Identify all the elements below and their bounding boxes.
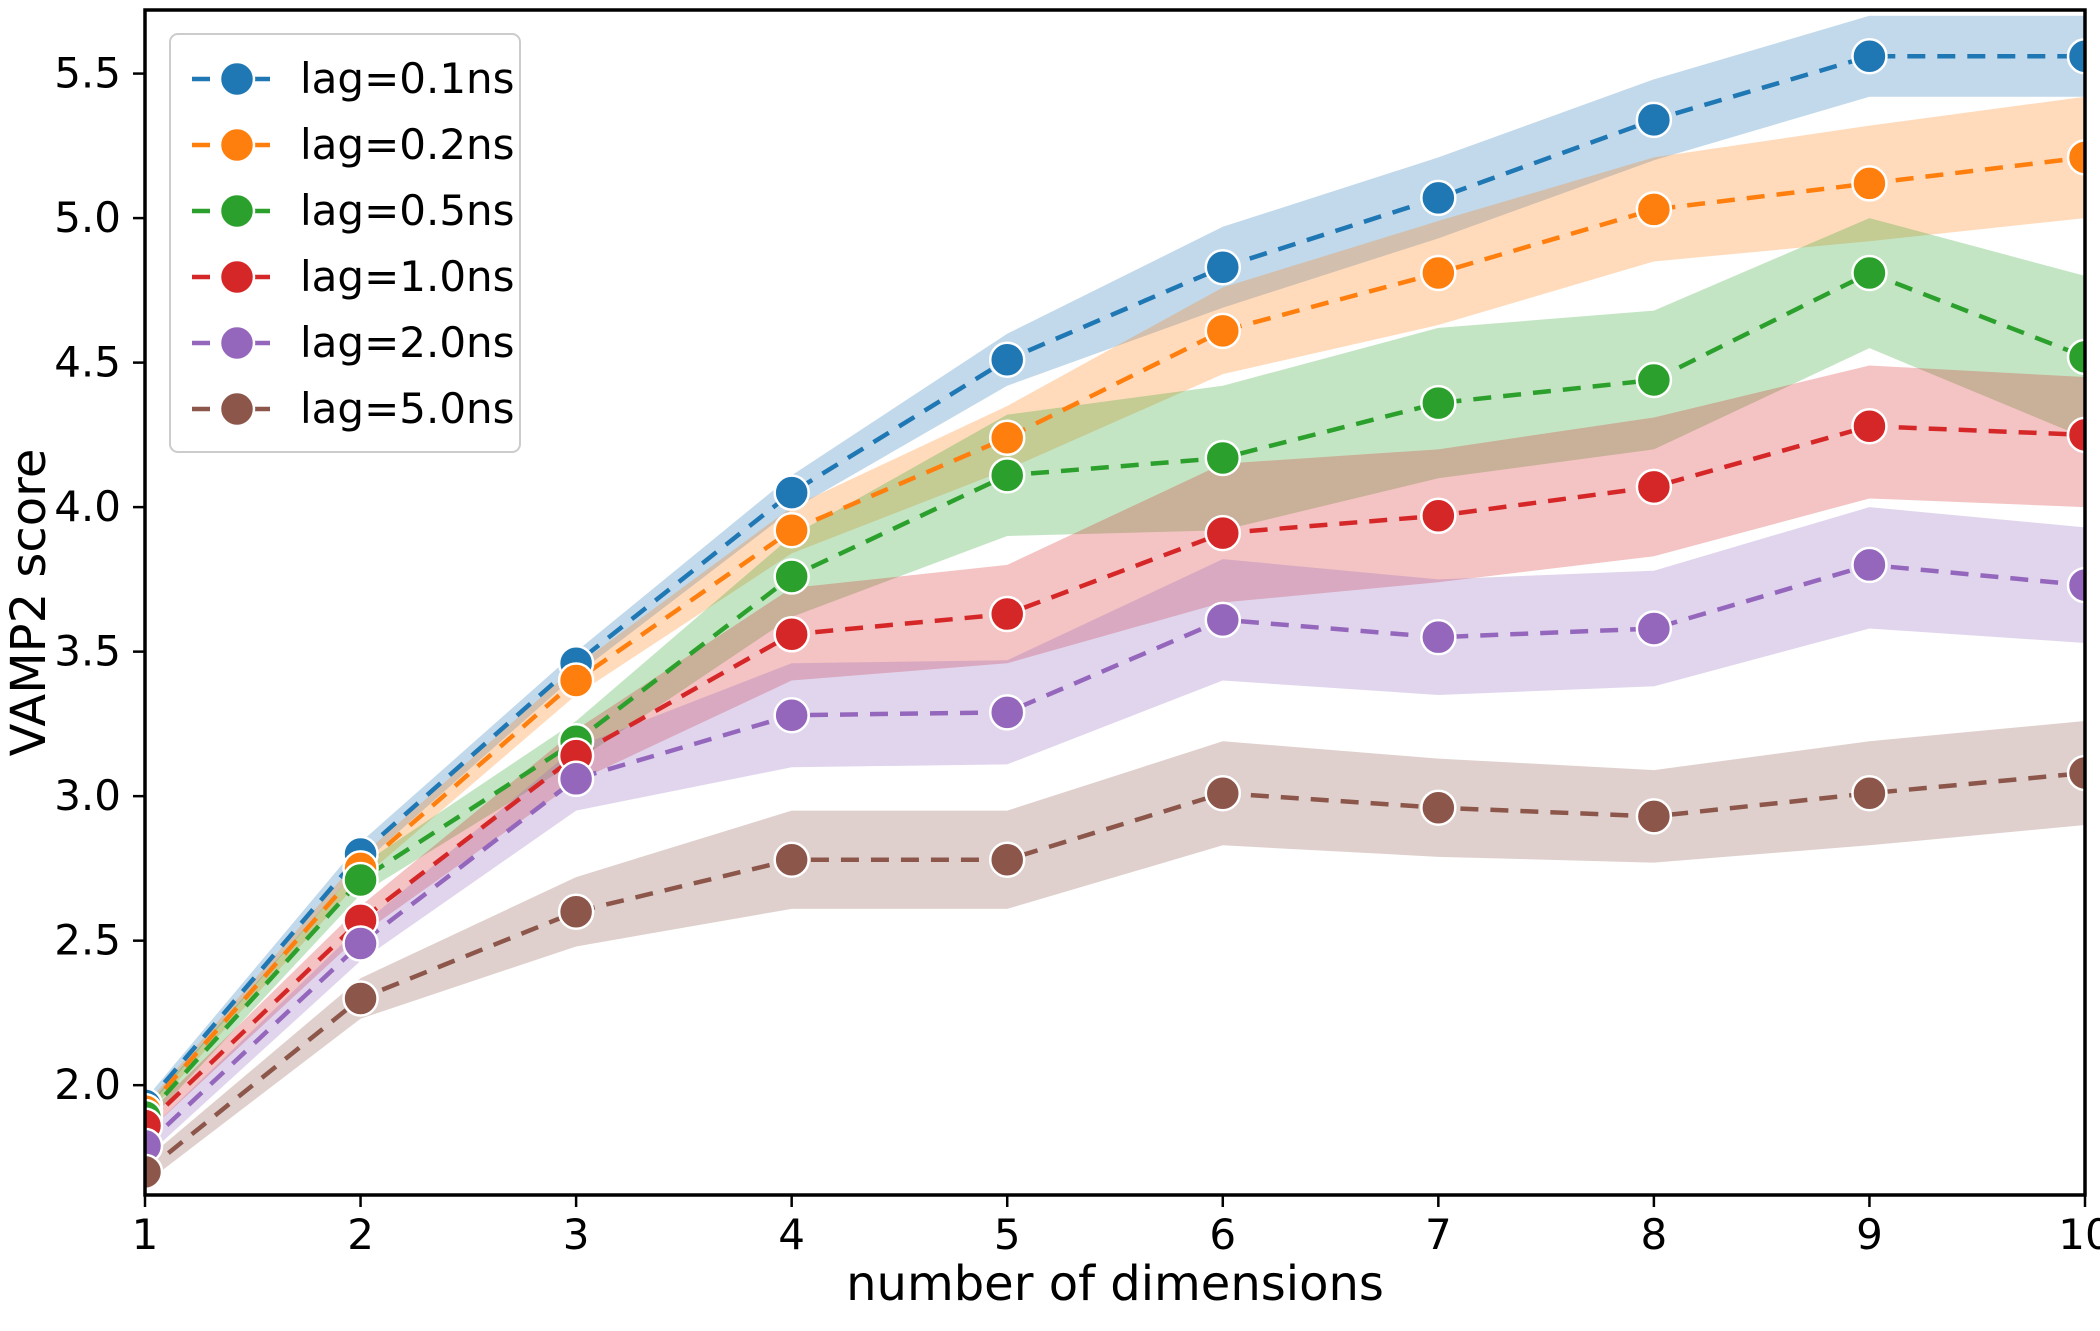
series-marker-4 — [1637, 612, 1671, 646]
series-marker-2 — [1206, 441, 1240, 475]
x-tick-label: 2 — [347, 1210, 374, 1259]
legend-label: lag=0.5ns — [300, 186, 515, 235]
x-tick-label: 6 — [1209, 1210, 1236, 1259]
series-marker-1 — [1206, 314, 1240, 348]
series-marker-5 — [1852, 776, 1886, 810]
legend: lag=0.1ns lag=0.2ns lag=0.5ns lag=1.0ns lag=… — [170, 34, 520, 452]
legend-marker-sample — [220, 392, 254, 426]
series-marker-4 — [990, 695, 1024, 729]
series-marker-3 — [775, 617, 809, 651]
series-marker-0 — [1206, 250, 1240, 284]
series-marker-3 — [990, 597, 1024, 631]
x-tick-label: 7 — [1425, 1210, 1452, 1259]
series-marker-0 — [775, 476, 809, 510]
y-tick-label: 4.5 — [54, 338, 121, 387]
y-tick-label: 2.0 — [54, 1060, 121, 1109]
series-marker-0 — [1637, 103, 1671, 137]
series-marker-5 — [1637, 799, 1671, 833]
y-tick-label: 5.5 — [54, 49, 121, 98]
series-marker-1 — [990, 421, 1024, 455]
series-marker-4 — [344, 927, 378, 961]
series-marker-0 — [990, 343, 1024, 377]
series-marker-4 — [775, 698, 809, 732]
y-tick-label: 2.5 — [54, 916, 121, 965]
legend-label: lag=0.1ns — [300, 54, 515, 103]
series-marker-3 — [1637, 470, 1671, 504]
legend-label: lag=0.2ns — [300, 120, 515, 169]
y-tick-label: 5.0 — [54, 193, 121, 242]
x-tick-label: 8 — [1641, 1210, 1668, 1259]
series-marker-1 — [559, 664, 593, 698]
x-axis-label: number of dimensions — [846, 1256, 1384, 1312]
series-marker-2 — [1421, 386, 1455, 420]
series-marker-2 — [344, 863, 378, 897]
y-axis-label: VAMP2 score — [1, 449, 57, 757]
series-marker-5 — [559, 895, 593, 929]
legend-label: lag=2.0ns — [300, 318, 515, 367]
series-marker-5 — [1421, 791, 1455, 825]
series-marker-3 — [1852, 409, 1886, 443]
series-marker-1 — [1421, 256, 1455, 290]
x-tick-label: 9 — [1856, 1210, 1883, 1259]
series-marker-4 — [1852, 548, 1886, 582]
series-marker-5 — [344, 981, 378, 1015]
series-marker-5 — [1206, 776, 1240, 810]
legend-marker-sample — [220, 62, 254, 96]
legend-marker-sample — [220, 260, 254, 294]
chart-svg: 1 2 3 4 5 6 7 8 9 10 2.0 2.5 3.0 3.5 4.0 4.5 5.0 5.5 numbe… — [0, 0, 2100, 1331]
x-tick-label: 5 — [994, 1210, 1021, 1259]
x-tick-label: 4 — [778, 1210, 805, 1259]
series-marker-0 — [1852, 39, 1886, 73]
series-marker-3 — [1421, 499, 1455, 533]
series-marker-2 — [990, 458, 1024, 492]
x-tick-label: 1 — [132, 1210, 159, 1259]
series-marker-4 — [1421, 620, 1455, 654]
legend-label: lag=1.0ns — [300, 252, 515, 301]
series-marker-4 — [559, 762, 593, 796]
x-tick-label: 3 — [563, 1210, 590, 1259]
series-marker-5 — [775, 843, 809, 877]
vamp2-chart: 1 2 3 4 5 6 7 8 9 10 2.0 2.5 3.0 3.5 4.0 4.5 5.0 5.5 numbe… — [0, 0, 2100, 1331]
series-marker-2 — [1637, 363, 1671, 397]
y-tick-label: 4.0 — [54, 482, 121, 531]
y-tick-label: 3.0 — [54, 771, 121, 820]
y-tick-label: 3.5 — [54, 627, 121, 676]
x-tick-label: 10 — [2058, 1210, 2100, 1259]
series-marker-2 — [1852, 256, 1886, 290]
legend-marker-sample — [220, 128, 254, 162]
series-marker-1 — [1637, 192, 1671, 226]
series-marker-4 — [1206, 603, 1240, 637]
series-marker-1 — [775, 513, 809, 547]
series-marker-5 — [990, 843, 1024, 877]
legend-marker-sample — [220, 194, 254, 228]
series-marker-1 — [1852, 166, 1886, 200]
series-marker-3 — [1206, 516, 1240, 550]
series-marker-2 — [775, 559, 809, 593]
series-marker-0 — [1421, 181, 1455, 215]
legend-label: lag=5.0ns — [300, 384, 515, 433]
legend-marker-sample — [220, 326, 254, 360]
